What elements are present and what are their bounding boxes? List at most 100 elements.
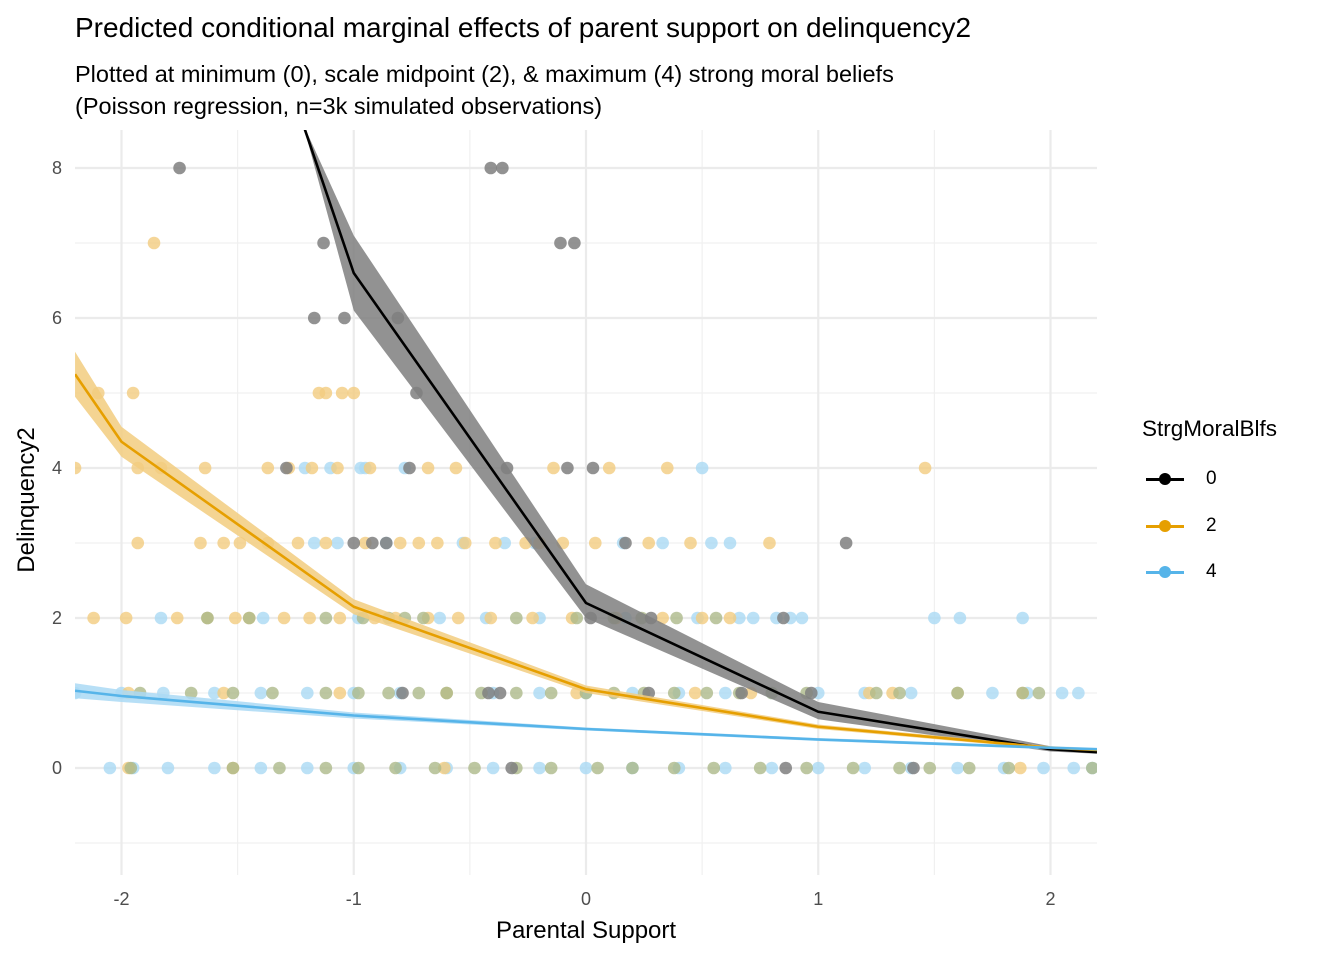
data-point-group-4 xyxy=(579,761,593,775)
data-point-group-0 xyxy=(484,161,498,175)
data-point-group-2 xyxy=(526,611,539,625)
data-point-group-mixed_olive xyxy=(923,761,937,775)
data-point-group-0 xyxy=(777,611,790,625)
data-point-group-4 xyxy=(533,761,546,775)
data-point-group-4 xyxy=(498,536,512,550)
data-point-group-4 xyxy=(953,611,967,625)
data-point-group-0 xyxy=(173,161,186,175)
data-point-group-4 xyxy=(705,536,718,550)
data-point-group-2 xyxy=(119,611,133,625)
confidence-ribbons xyxy=(75,130,1097,754)
data-point-group-2 xyxy=(431,536,444,550)
data-point-group-4 xyxy=(719,686,732,700)
legend-key-4-icon xyxy=(1146,562,1184,582)
legend-label-0: 0 xyxy=(1206,468,1217,490)
chart-title: Predicted conditional marginal effects o… xyxy=(75,12,972,43)
legend-key-2-icon xyxy=(1146,516,1184,536)
data-point-group-4 xyxy=(254,761,268,775)
data-point-group-mixed_olive xyxy=(226,761,240,775)
legend: StrgMoralBlfs 0 2 4 xyxy=(1142,416,1277,596)
x-tick-label: 2 xyxy=(1045,889,1055,909)
data-point-group-4 xyxy=(656,536,669,550)
legend-point-4 xyxy=(1159,566,1171,579)
data-point-group-2 xyxy=(458,536,472,550)
data-point-group-mixed_olive xyxy=(468,761,481,775)
subtitle-line-1: Plotted at minimum (0), scale midpoint (… xyxy=(75,61,894,87)
data-point-group-4 xyxy=(154,611,168,625)
data-point-group-mixed_olive xyxy=(428,761,442,775)
y-tick-label: 4 xyxy=(52,458,62,478)
data-point-group-mixed_olive xyxy=(800,761,813,775)
data-point-group-0 xyxy=(482,686,495,700)
data-point-group-0 xyxy=(907,761,920,775)
x-tick-label: -1 xyxy=(346,889,362,909)
data-point-group-0 xyxy=(403,461,416,475)
data-point-group-4 xyxy=(208,686,221,700)
data-point-group-mixed_olive xyxy=(570,611,584,625)
data-point-group-2 xyxy=(261,461,275,475)
legend-key-0-icon xyxy=(1146,469,1184,489)
data-point-group-mixed_olive xyxy=(1016,686,1029,700)
data-point-group-mixed_olive xyxy=(510,611,523,625)
data-point-group-4 xyxy=(723,536,737,550)
data-point-group-mixed_olive xyxy=(544,761,558,775)
x-axis-title: Parental Support xyxy=(496,917,676,944)
data-point-group-mixed_olive xyxy=(707,761,721,775)
data-point-group-4 xyxy=(695,461,709,475)
data-point-group-2 xyxy=(75,461,82,475)
data-point-group-0 xyxy=(554,236,567,250)
data-point-group-mixed_olive xyxy=(544,686,558,700)
data-point-group-2 xyxy=(660,461,674,475)
data-point-group-2 xyxy=(723,611,737,625)
data-point-group-mixed_olive xyxy=(893,761,906,775)
data-point-group-mixed_olive xyxy=(626,761,639,775)
data-point-group-mixed_olive xyxy=(412,686,426,700)
subtitle-line-2: (Poisson regression, n=3k simulated obse… xyxy=(75,93,603,119)
data-point-group-0 xyxy=(307,311,321,325)
data-point-group-4 xyxy=(208,761,221,775)
data-point-group-2 xyxy=(656,611,669,625)
data-point-group-2 xyxy=(642,536,656,550)
data-point-group-4 xyxy=(746,611,760,625)
data-point-group-2 xyxy=(291,536,305,550)
data-point-group-mixed_olive xyxy=(389,761,402,775)
legend-point-2 xyxy=(1159,519,1171,532)
data-point-group-2 xyxy=(217,686,230,700)
data-point-group-0 xyxy=(493,686,507,700)
y-tick-label: 8 xyxy=(52,158,62,178)
data-point-group-4 xyxy=(103,761,117,775)
data-point-group-2 xyxy=(87,611,100,625)
data-point-group-4 xyxy=(732,611,746,625)
x-tick-label: 1 xyxy=(813,889,823,909)
data-point-group-0 xyxy=(396,686,409,700)
data-point-group-4 xyxy=(928,611,941,625)
data-point-group-mixed_olive xyxy=(962,761,976,775)
data-point-group-2 xyxy=(547,461,560,475)
data-point-group-2 xyxy=(588,536,602,550)
data-point-group-4 xyxy=(254,686,268,700)
data-point-group-4 xyxy=(301,761,314,775)
data-point-group-mixed_olive xyxy=(440,686,453,700)
data-point-group-4 xyxy=(1016,611,1029,625)
legend-title: StrgMoralBlfs xyxy=(1142,416,1278,441)
ci-ribbon-0 xyxy=(304,130,1097,754)
data-point-group-4 xyxy=(811,761,825,775)
data-point-group-2 xyxy=(198,461,212,475)
data-point-group-2 xyxy=(229,611,242,625)
data-point-group-4 xyxy=(331,536,344,550)
data-point-group-0 xyxy=(839,536,853,550)
data-point-group-mixed_olive xyxy=(201,611,214,625)
data-point-group-0 xyxy=(586,461,600,475)
data-point-group-2 xyxy=(1014,761,1027,775)
data-point-group-0 xyxy=(561,461,574,475)
data-point-group-2 xyxy=(303,611,316,625)
data-point-group-2 xyxy=(217,536,230,550)
data-point-group-4 xyxy=(533,686,546,700)
prediction-line-0 xyxy=(303,130,1097,754)
data-point-group-mixed_olive xyxy=(846,761,860,775)
data-point-group-0 xyxy=(338,311,351,325)
data-point-group-mixed_olive xyxy=(951,686,964,700)
data-point-group-2 xyxy=(489,536,502,550)
data-point-group-mixed_olive xyxy=(870,686,883,700)
